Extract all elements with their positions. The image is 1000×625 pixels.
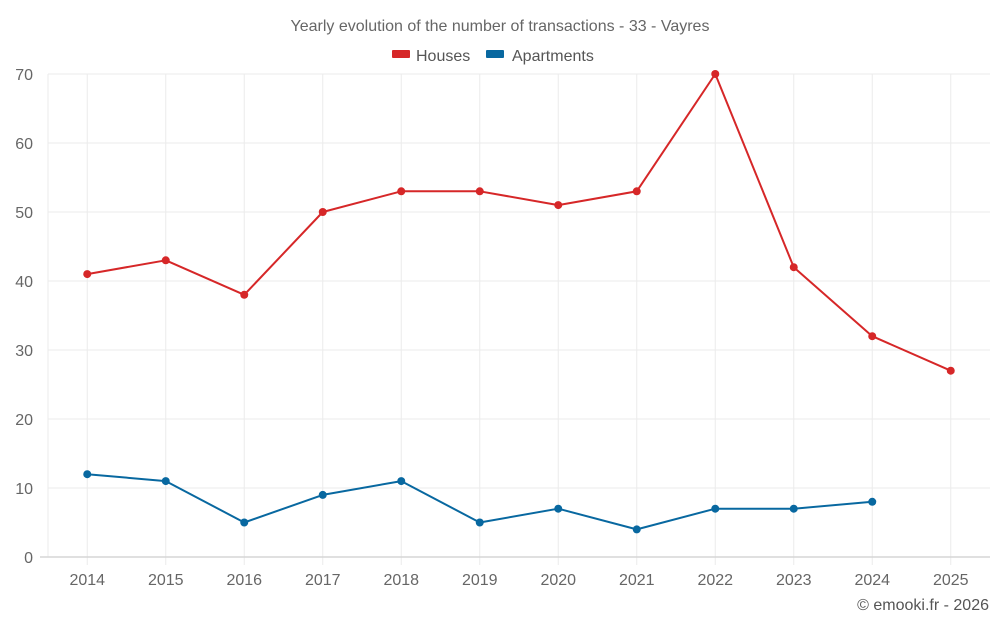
data-point-houses[interactable] [632,187,641,196]
data-point-apartments[interactable] [318,490,327,499]
x-tick-label: 2021 [619,572,655,589]
x-tick-label: 2020 [540,572,576,589]
x-tick-label: 2019 [462,572,498,589]
x-tick-label: 2014 [69,572,105,589]
credit-text: © emooki.fr - 2026 [857,597,989,614]
data-point-houses[interactable] [240,290,249,299]
data-point-houses[interactable] [946,366,955,375]
legend-item-apartments[interactable]: Apartments [486,48,594,65]
data-point-apartments[interactable] [240,518,249,527]
x-tick-label: 2022 [697,572,733,589]
data-point-apartments[interactable] [83,470,92,479]
data-point-apartments[interactable] [161,477,170,486]
data-point-apartments[interactable] [711,504,720,513]
data-point-houses[interactable] [161,256,170,265]
legend-item-houses[interactable]: Houses [392,48,470,65]
data-point-houses[interactable] [397,187,406,196]
y-tick-label: 10 [15,481,33,498]
data-point-apartments[interactable] [554,504,563,513]
legend-label-houses: Houses [416,48,470,65]
x-tick-label: 2018 [383,572,419,589]
data-point-apartments[interactable] [632,525,641,534]
x-tick-label: 2024 [854,572,890,589]
y-tick-label: 30 [15,343,33,360]
y-tick-label: 60 [15,136,33,153]
y-tick-label: 0 [24,550,33,567]
chart-title: Yearly evolution of the number of transa… [291,18,710,35]
data-point-apartments[interactable] [475,518,484,527]
data-point-houses[interactable] [789,263,798,272]
x-tick-label: 2025 [933,572,969,589]
x-tick-label: 2016 [226,572,262,589]
data-point-houses[interactable] [711,70,720,78]
data-point-houses[interactable] [318,208,327,216]
data-point-houses[interactable] [83,270,92,279]
x-tick-label: 2023 [776,572,812,589]
grid [47,73,990,565]
data-point-houses[interactable] [475,187,484,196]
legend-label-apartments: Apartments [512,48,594,65]
y-tick-label: 20 [15,412,33,429]
x-tick-label: 2015 [148,572,184,589]
x-tick-label: 2017 [305,572,341,589]
data-point-apartments[interactable] [789,504,798,513]
data-point-apartments[interactable] [868,497,877,506]
series-houses [83,70,955,375]
series-line-houses [87,73,952,372]
axes: 0 10 20 30 40 50 60 70 2014 2015 2016 2017 2018 2019 2… [15,67,990,589]
legend-swatch-houses [392,50,410,58]
series [83,70,955,534]
y-tick-label: 70 [15,67,33,84]
data-point-houses[interactable] [554,201,563,210]
y-tick-label: 50 [15,205,33,222]
data-point-apartments[interactable] [397,477,406,486]
legend-swatch-apartments [486,50,504,58]
legend: Houses Apartments [392,48,594,65]
y-tick-label: 40 [15,274,33,291]
series-apartments [83,470,877,534]
data-point-houses[interactable] [868,332,877,341]
